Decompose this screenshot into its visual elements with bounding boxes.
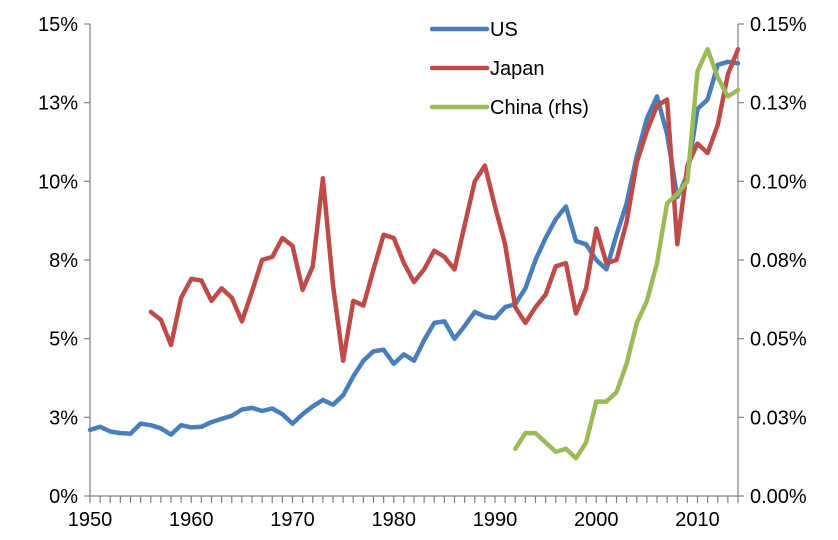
left-y-tick-label: 3% [49,407,78,429]
x-tick-label: 1980 [372,509,417,531]
x-tick-label: 2000 [574,509,619,531]
left-y-tick-label: 15% [38,14,78,36]
left-y-tick-label: 0% [49,486,78,508]
right-y-tick-label: 0.00% [750,486,807,508]
x-axis-ticks: 1950 1960 1970 1980 1990 2000 2010 [68,496,739,531]
right-y-tick-label: 0.15% [750,14,807,36]
x-tick-label: 1970 [270,509,315,531]
left-y-tick-label: 10% [38,171,78,193]
left-y-axis-ticks: 0% 3% 5% 8% 10% 13% 15% [38,14,90,508]
series-line-china-rhs [513,46,741,461]
series-lines [87,46,741,461]
right-y-tick-label: 0.08% [750,250,807,272]
legend-label-us: US [490,19,518,41]
series-line-japan [148,46,741,363]
legend-label-china: China (rhs) [490,97,589,119]
x-tick-label: 2010 [675,509,720,531]
right-y-tick-label: 0.10% [750,171,807,193]
series-line-us [87,59,741,437]
left-y-tick-label: 13% [38,93,78,115]
x-tick-label: 1990 [473,509,518,531]
left-y-tick-label: 8% [49,250,78,272]
right-y-tick-label: 0.03% [750,407,807,429]
right-y-tick-label: 0.13% [750,93,807,115]
legend: US Japan China (rhs) [429,19,589,119]
x-tick-label: 1960 [169,509,214,531]
right-y-axis-ticks: 0.00% 0.03% 0.05% 0.08% 0.10% 0.13% 0.15% [738,14,807,508]
left-y-tick-label: 5% [49,329,78,351]
right-y-tick-label: 0.05% [750,329,807,351]
legend-label-japan: Japan [490,58,545,80]
x-tick-label: 1950 [68,509,113,531]
